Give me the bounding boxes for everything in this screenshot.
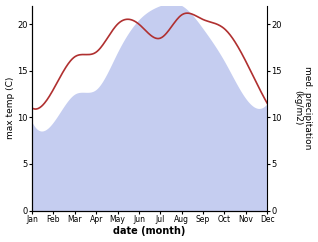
Y-axis label: med. precipitation
(kg/m2): med. precipitation (kg/m2) <box>293 66 313 150</box>
X-axis label: date (month): date (month) <box>114 227 186 236</box>
Y-axis label: max temp (C): max temp (C) <box>5 77 15 139</box>
